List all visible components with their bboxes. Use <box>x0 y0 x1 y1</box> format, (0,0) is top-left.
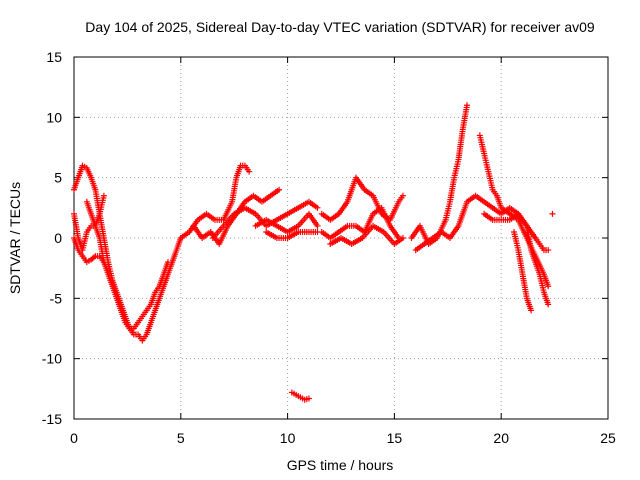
data-point <box>100 259 107 266</box>
x-tick-label: 20 <box>493 430 509 446</box>
series-track-q <box>481 210 552 308</box>
y-tick-label: -15 <box>42 411 62 427</box>
chart-title: Day 104 of 2025, Sidereal Day-to-day VTE… <box>85 19 595 35</box>
series-track-d <box>83 192 107 229</box>
series-track-c <box>71 235 107 266</box>
y-tick-label: 0 <box>54 230 62 246</box>
data-point <box>545 301 552 308</box>
series-track-p <box>476 132 552 290</box>
series-track-s <box>532 235 552 254</box>
series-track-f <box>190 186 283 248</box>
series-track-l <box>318 204 402 241</box>
data-point <box>276 186 283 193</box>
data-point <box>528 307 535 314</box>
series-track-m <box>327 222 406 248</box>
series-track-h <box>252 210 321 235</box>
series-track-k <box>318 174 406 223</box>
y-tick-label: -5 <box>50 290 63 306</box>
data-point <box>100 192 107 199</box>
series-track-e <box>177 162 253 241</box>
series-track-a <box>71 162 184 344</box>
series-track-n <box>408 102 471 248</box>
x-tick-label: 0 <box>70 430 78 446</box>
data-point <box>314 204 321 211</box>
data-point <box>164 259 171 266</box>
x-axis-label: GPS time / hours <box>287 457 394 473</box>
y-tick-label: 5 <box>54 170 62 186</box>
data-point <box>464 102 471 109</box>
data-point <box>399 235 406 241</box>
series-track-r <box>511 228 535 314</box>
y-axis-label: SDTVAR / TECUs <box>7 182 23 294</box>
data-point <box>314 222 321 229</box>
x-tick-label: 25 <box>600 430 616 446</box>
series-track-t <box>549 210 556 217</box>
data-point <box>545 247 552 254</box>
x-tick-label: 10 <box>280 430 296 446</box>
tick-layer: 0 5 10 15 20 25 -15 -10 -5 0 5 10 15 <box>42 49 616 446</box>
points-layer <box>71 102 556 403</box>
data-point <box>305 395 312 402</box>
data-point <box>545 283 552 290</box>
data-point <box>549 210 556 217</box>
data-point <box>246 168 253 175</box>
y-tick-label: -10 <box>42 351 62 367</box>
series-track-b <box>71 210 171 332</box>
series-track-j <box>288 389 312 403</box>
y-tick-label: 15 <box>46 49 62 65</box>
series-track-i <box>263 228 321 241</box>
data-point <box>399 192 406 199</box>
y-tick-label: 10 <box>46 109 62 125</box>
x-tick-label: 15 <box>387 430 403 446</box>
x-tick-label: 5 <box>177 430 185 446</box>
